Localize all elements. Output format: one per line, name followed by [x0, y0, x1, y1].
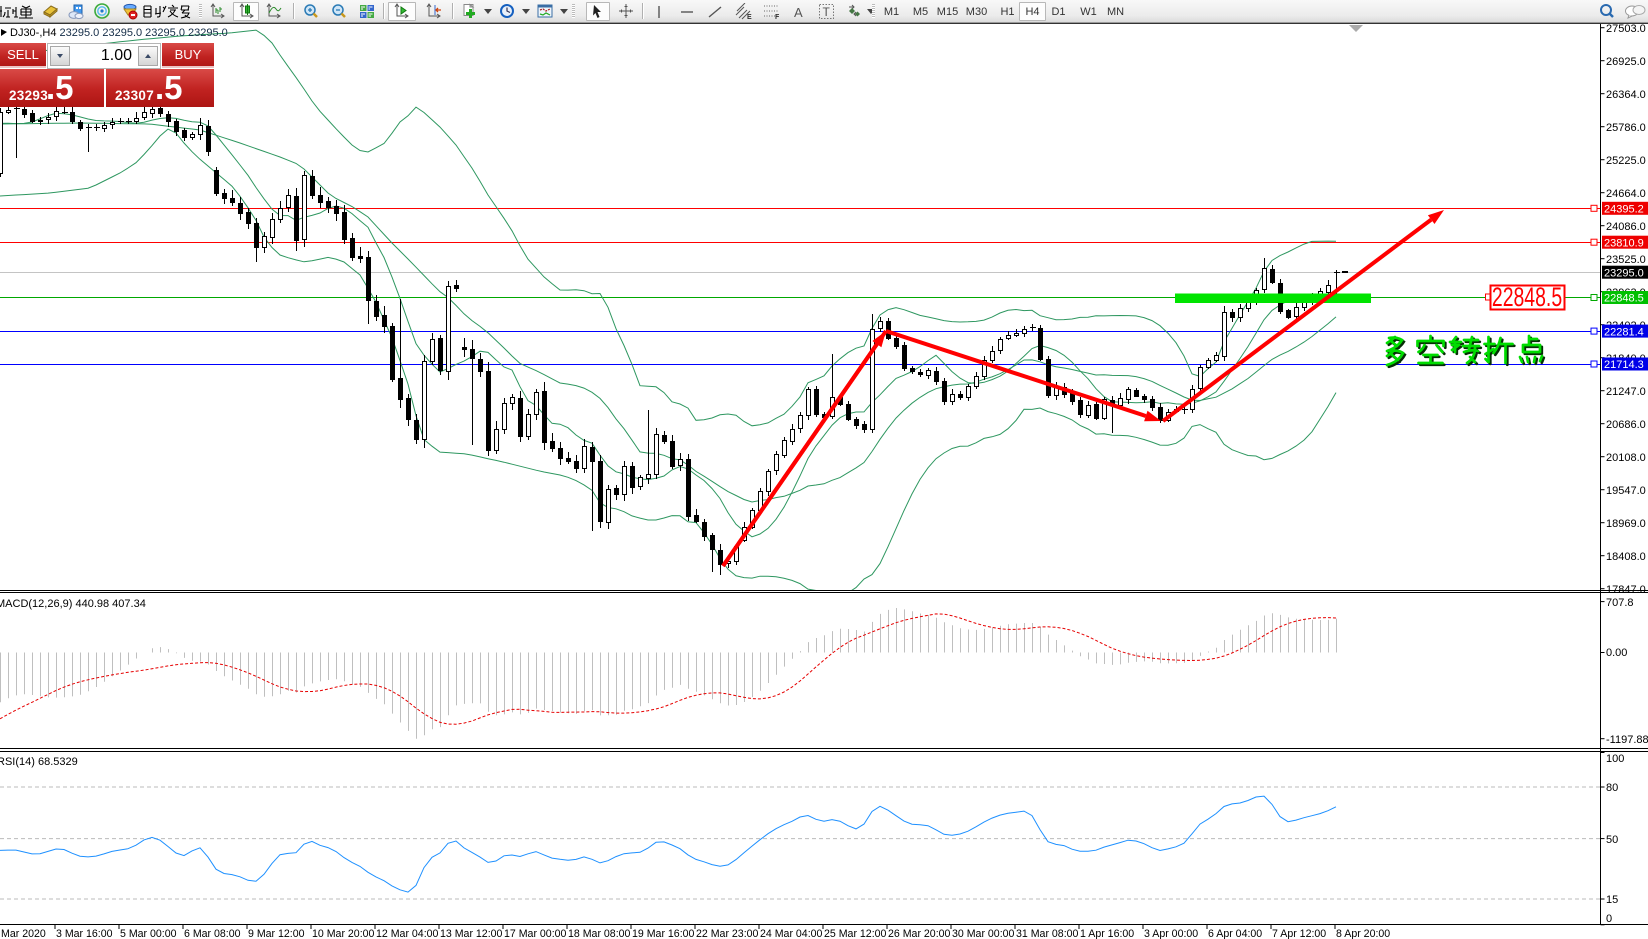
svg-text:24 Mar 04:00: 24 Mar 04:00 — [760, 928, 823, 939]
svg-text:10 Mar 20:00: 10 Mar 20:00 — [312, 928, 375, 939]
svg-text:18408.0: 18408.0 — [1606, 551, 1646, 563]
svg-text:27503.0: 27503.0 — [1606, 23, 1646, 35]
svg-text:18969.0: 18969.0 — [1606, 518, 1646, 530]
svg-text:25786.0: 25786.0 — [1606, 122, 1646, 134]
svg-text:-1197.88: -1197.88 — [1606, 734, 1648, 746]
svg-text:A: A — [794, 5, 803, 20]
svg-text:23525.0: 23525.0 — [1606, 254, 1646, 266]
svg-text:26364.0: 26364.0 — [1606, 89, 1646, 101]
svg-text:21247.0: 21247.0 — [1606, 386, 1646, 398]
svg-text:1 Apr 16:00: 1 Apr 16:00 — [1080, 928, 1134, 939]
svg-text:9 Mar 12:00: 9 Mar 12:00 — [248, 928, 305, 939]
svg-text:25 Mar 12:00: 25 Mar 12:00 — [824, 928, 887, 939]
svg-text:8 Apr 20:00: 8 Apr 20:00 — [1336, 928, 1390, 939]
svg-text:22281.4: 22281.4 — [1604, 326, 1644, 338]
svg-text:22848.5: 22848.5 — [1604, 293, 1644, 305]
svg-text:26 Mar 20:00: 26 Mar 20:00 — [888, 928, 951, 939]
svg-text:17847.0: 17847.0 — [1606, 584, 1646, 596]
svg-text:0.00: 0.00 — [1606, 647, 1627, 659]
svg-text:5 Mar 00:00: 5 Mar 00:00 — [120, 928, 177, 939]
svg-text:12 Mar 04:00: 12 Mar 04:00 — [376, 928, 439, 939]
svg-text:6 Mar 08:00: 6 Mar 08:00 — [184, 928, 241, 939]
svg-text:100: 100 — [1606, 753, 1624, 765]
svg-text:19547.0: 19547.0 — [1606, 485, 1646, 497]
svg-text:26925.0: 26925.0 — [1606, 56, 1646, 68]
svg-text:19 Mar 16:00: 19 Mar 16:00 — [632, 928, 695, 939]
svg-text:7 Apr 12:00: 7 Apr 12:00 — [1272, 928, 1326, 939]
svg-text:20108.0: 20108.0 — [1606, 452, 1646, 464]
svg-text:24664.0: 24664.0 — [1606, 188, 1646, 200]
svg-text:RSI(14) 68.5329: RSI(14) 68.5329 — [0, 756, 78, 768]
svg-text:13 Mar 12:00: 13 Mar 12:00 — [440, 928, 503, 939]
svg-text:15: 15 — [1606, 894, 1618, 906]
svg-text:22 Mar 23:00: 22 Mar 23:00 — [696, 928, 759, 939]
svg-text:3 Apr 00:00: 3 Apr 00:00 — [1144, 928, 1198, 939]
svg-text:80: 80 — [1606, 782, 1618, 794]
svg-text:17 Mar 00:00: 17 Mar 00:00 — [504, 928, 567, 939]
svg-text:3 Mar 16:00: 3 Mar 16:00 — [56, 928, 113, 939]
svg-text:23295.0: 23295.0 — [1604, 267, 1644, 279]
svg-text:30 Mar 00:00: 30 Mar 00:00 — [952, 928, 1015, 939]
svg-text:707.8: 707.8 — [1606, 597, 1634, 609]
svg-text:0: 0 — [1606, 913, 1612, 925]
svg-text:6 Apr 04:00: 6 Apr 04:00 — [1208, 928, 1262, 939]
svg-text:24395.2: 24395.2 — [1604, 204, 1644, 216]
svg-text:T: T — [822, 5, 830, 19]
svg-text:Mar 2020: Mar 2020 — [1, 928, 46, 939]
svg-text:50: 50 — [1606, 834, 1618, 846]
svg-text:22848.5: 22848.5 — [1492, 282, 1562, 312]
svg-text:MACD(12,26,9) 440.98 407.34: MACD(12,26,9) 440.98 407.34 — [0, 598, 146, 610]
svg-text:25225.0: 25225.0 — [1606, 155, 1646, 167]
svg-text:DJ30-,H4 23295.0 23295.0 2329: DJ30-,H4 23295.0 23295.0 23295.0 23295.0 — [10, 27, 228, 39]
svg-text:F: F — [775, 14, 780, 20]
svg-text:31 Mar 08:00: 31 Mar 08:00 — [1016, 928, 1079, 939]
svg-text:E: E — [747, 14, 752, 20]
svg-text:18 Mar 08:00: 18 Mar 08:00 — [568, 928, 631, 939]
svg-text:21714.3: 21714.3 — [1604, 359, 1644, 371]
svg-text:23810.9: 23810.9 — [1604, 237, 1644, 249]
svg-text:20686.0: 20686.0 — [1606, 419, 1646, 431]
svg-text:24086.0: 24086.0 — [1606, 221, 1646, 233]
